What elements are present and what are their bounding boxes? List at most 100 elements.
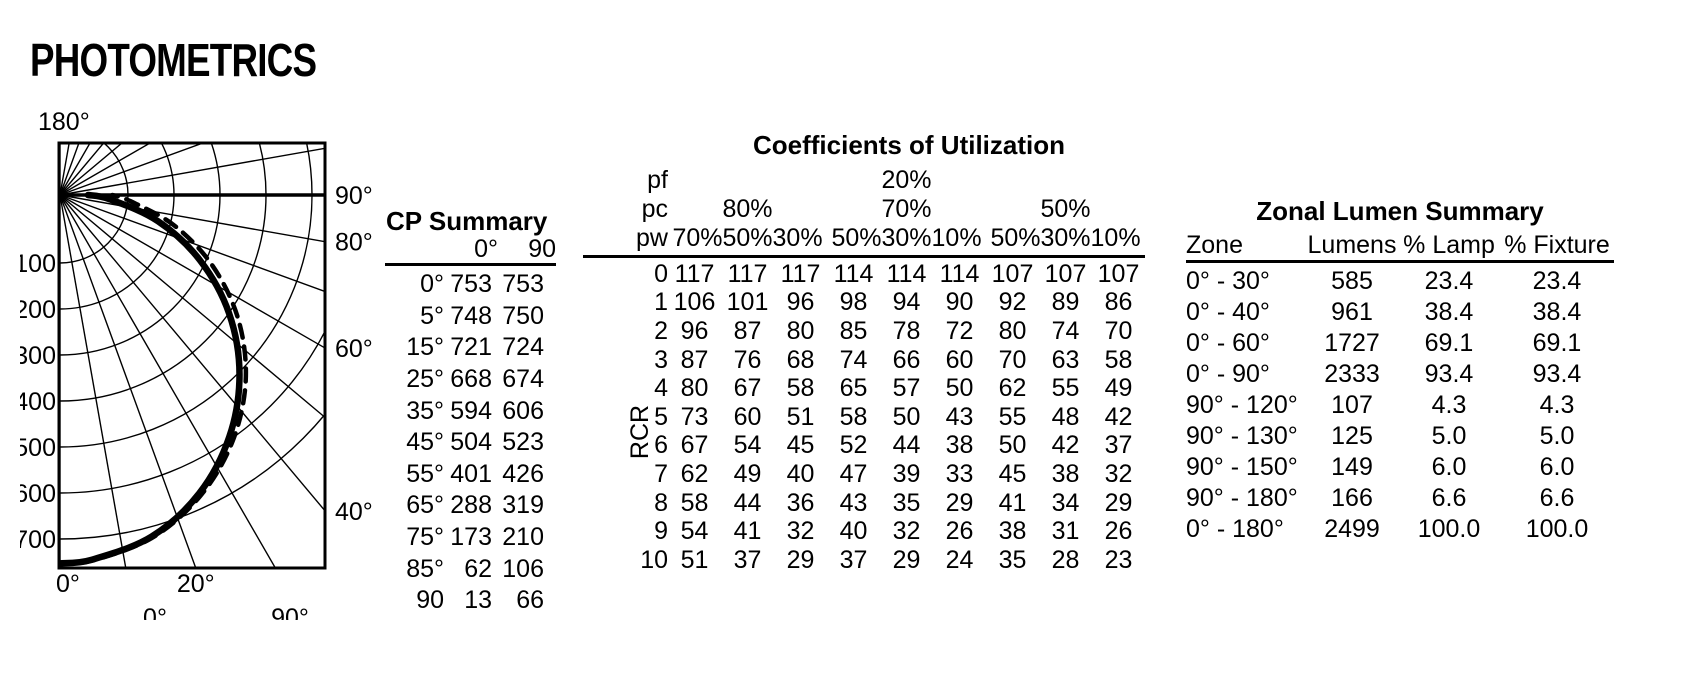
cu-value: 26 bbox=[1104, 517, 1133, 546]
coefficients-of-utilization-table: Coefficients of Utilization pf 20% pc 80% 70… bbox=[583, 130, 1145, 575]
rcr-value: 2 bbox=[654, 316, 668, 345]
cu-value: 37 bbox=[733, 545, 762, 574]
cu-data-row: 0 117 117 117 114 114 114 107 107 107 bbox=[583, 260, 1145, 289]
cu-value: 41 bbox=[998, 488, 1027, 517]
zl-data-row: 90° - 120° 107 4.3 4.3 bbox=[1186, 390, 1614, 421]
angle-line bbox=[59, 194, 127, 568]
zl-col-header: Lumens bbox=[1307, 230, 1397, 259]
cu-value: 50 bbox=[945, 374, 974, 403]
zl-zone: 90° - 150° bbox=[1186, 453, 1298, 481]
cu-value: 60 bbox=[733, 402, 762, 431]
rcr-value: 6 bbox=[654, 431, 668, 460]
cu-value: 29 bbox=[892, 545, 921, 574]
zl-pct-lamp: 93.4 bbox=[1424, 360, 1474, 388]
zl-zone: 0° - 30° bbox=[1186, 267, 1270, 295]
cu-data-row: 1 106 101 96 98 94 90 92 89 86 bbox=[583, 289, 1145, 318]
zl-pct-lamp: 4.3 bbox=[1431, 391, 1467, 419]
candela-arc bbox=[59, 143, 267, 402]
cu-value: 44 bbox=[892, 431, 921, 460]
header-rule bbox=[385, 263, 556, 266]
cu-pc-row: pc 80% 70% 50% bbox=[583, 195, 1145, 224]
cu-value: 92 bbox=[998, 288, 1027, 317]
cu-value: 87 bbox=[680, 345, 709, 374]
cp-data-row: 5° 748 750 bbox=[386, 301, 558, 333]
cp-angle: 55° bbox=[406, 459, 444, 488]
cu-value: 26 bbox=[945, 517, 974, 546]
zl-lumens: 585 bbox=[1331, 267, 1373, 295]
cu-value: 34 bbox=[1051, 488, 1080, 517]
cu-value: 78 bbox=[892, 316, 921, 345]
cu-value: 51 bbox=[680, 545, 709, 574]
cu-pf-row: pf 20% bbox=[583, 166, 1145, 195]
cp-data-row: 45° 504 523 bbox=[386, 427, 558, 459]
zl-zone: 90° - 120° bbox=[1186, 391, 1298, 419]
zl-zone: 0° - 60° bbox=[1186, 329, 1270, 357]
cp-value-0: 753 bbox=[450, 270, 492, 299]
cp-angle: 45° bbox=[406, 428, 444, 457]
zl-col-header: Zone bbox=[1186, 230, 1243, 259]
cu-data-row: 8 58 44 36 43 35 29 41 34 29 bbox=[583, 489, 1145, 518]
angle-line bbox=[59, 143, 80, 196]
page-title: PHOTOMETRICS bbox=[30, 33, 317, 86]
zl-pct-fixture: 93.4 bbox=[1532, 360, 1582, 388]
cu-value: 74 bbox=[839, 345, 868, 374]
cu-value: 72 bbox=[945, 316, 974, 345]
zl-pct-lamp: 38.4 bbox=[1424, 298, 1474, 326]
cu-value: 37 bbox=[1104, 431, 1133, 460]
zl-data-row: 0° - 90° 2333 93.4 93.4 bbox=[1186, 359, 1614, 390]
pc-value: 70% bbox=[881, 195, 932, 223]
cp-value-0: 668 bbox=[450, 365, 492, 394]
angle-label-right: 80° bbox=[335, 229, 373, 257]
cu-value: 85 bbox=[839, 316, 868, 345]
pw-value-group: 50%30%10% bbox=[990, 224, 1141, 252]
rcr-value: 3 bbox=[654, 345, 668, 374]
cp-value-0: 401 bbox=[450, 459, 492, 488]
cu-value: 43 bbox=[839, 488, 868, 517]
cu-value: 48 bbox=[1051, 402, 1080, 431]
cu-data-row: 7 62 49 40 47 39 33 45 38 32 bbox=[583, 460, 1145, 489]
angle-line bbox=[59, 194, 197, 568]
zl-pct-fixture: 6.6 bbox=[1539, 484, 1575, 512]
angle-label-right: 40° bbox=[335, 498, 373, 526]
pc-label: pc bbox=[641, 195, 668, 223]
angle-line bbox=[59, 194, 325, 512]
zl-col-header: % Fixture bbox=[1504, 230, 1610, 259]
legend-label-dashed: 90° bbox=[271, 604, 309, 620]
cu-value: 80 bbox=[680, 374, 709, 403]
cu-value: 32 bbox=[1104, 459, 1133, 488]
rcr-value: 4 bbox=[654, 374, 668, 403]
cu-value: 33 bbox=[945, 459, 974, 488]
zl-lumens: 961 bbox=[1331, 298, 1373, 326]
cp-col-header: 0° bbox=[474, 234, 498, 263]
cu-value: 58 bbox=[839, 402, 868, 431]
cp-header-row: 0° 90 bbox=[386, 236, 558, 262]
cu-data-row: 6 67 54 45 52 44 38 50 42 37 bbox=[583, 432, 1145, 461]
cp-angle: 35° bbox=[406, 396, 444, 425]
cp-data-row: 0° 753 753 bbox=[386, 269, 558, 301]
cu-value: 98 bbox=[839, 288, 868, 317]
zl-data-row: 0° - 180° 2499 100.0 100.0 bbox=[1186, 514, 1614, 545]
cu-value: 96 bbox=[786, 288, 815, 317]
candela-tick-label: 400 bbox=[20, 388, 56, 416]
cu-value: 42 bbox=[1051, 431, 1080, 460]
cp-value-90: 750 bbox=[502, 301, 544, 330]
cu-value: 50 bbox=[998, 431, 1027, 460]
cu-value: 29 bbox=[1104, 488, 1133, 517]
candela-tick-label: 100 bbox=[20, 250, 56, 278]
cp-value-0: 62 bbox=[464, 554, 492, 583]
zl-lumens: 1727 bbox=[1324, 329, 1380, 357]
cu-value: 58 bbox=[1104, 345, 1133, 374]
cu-value: 101 bbox=[726, 288, 769, 317]
cu-value: 32 bbox=[786, 517, 815, 546]
candela-tick-label: 200 bbox=[20, 296, 56, 324]
cu-data-row: 5 73 60 51 58 50 43 55 48 42 bbox=[583, 403, 1145, 432]
cu-value: 45 bbox=[786, 431, 815, 460]
pf-value: 20% bbox=[881, 166, 932, 194]
cu-value: 41 bbox=[733, 517, 762, 546]
zl-zone: 0° - 40° bbox=[1186, 298, 1270, 326]
angle-label-right: 90° bbox=[335, 182, 373, 210]
cp-value-0: 594 bbox=[450, 396, 492, 425]
cu-value: 39 bbox=[892, 459, 921, 488]
cu-value: 106 bbox=[673, 288, 716, 317]
cu-value: 114 bbox=[939, 259, 980, 288]
